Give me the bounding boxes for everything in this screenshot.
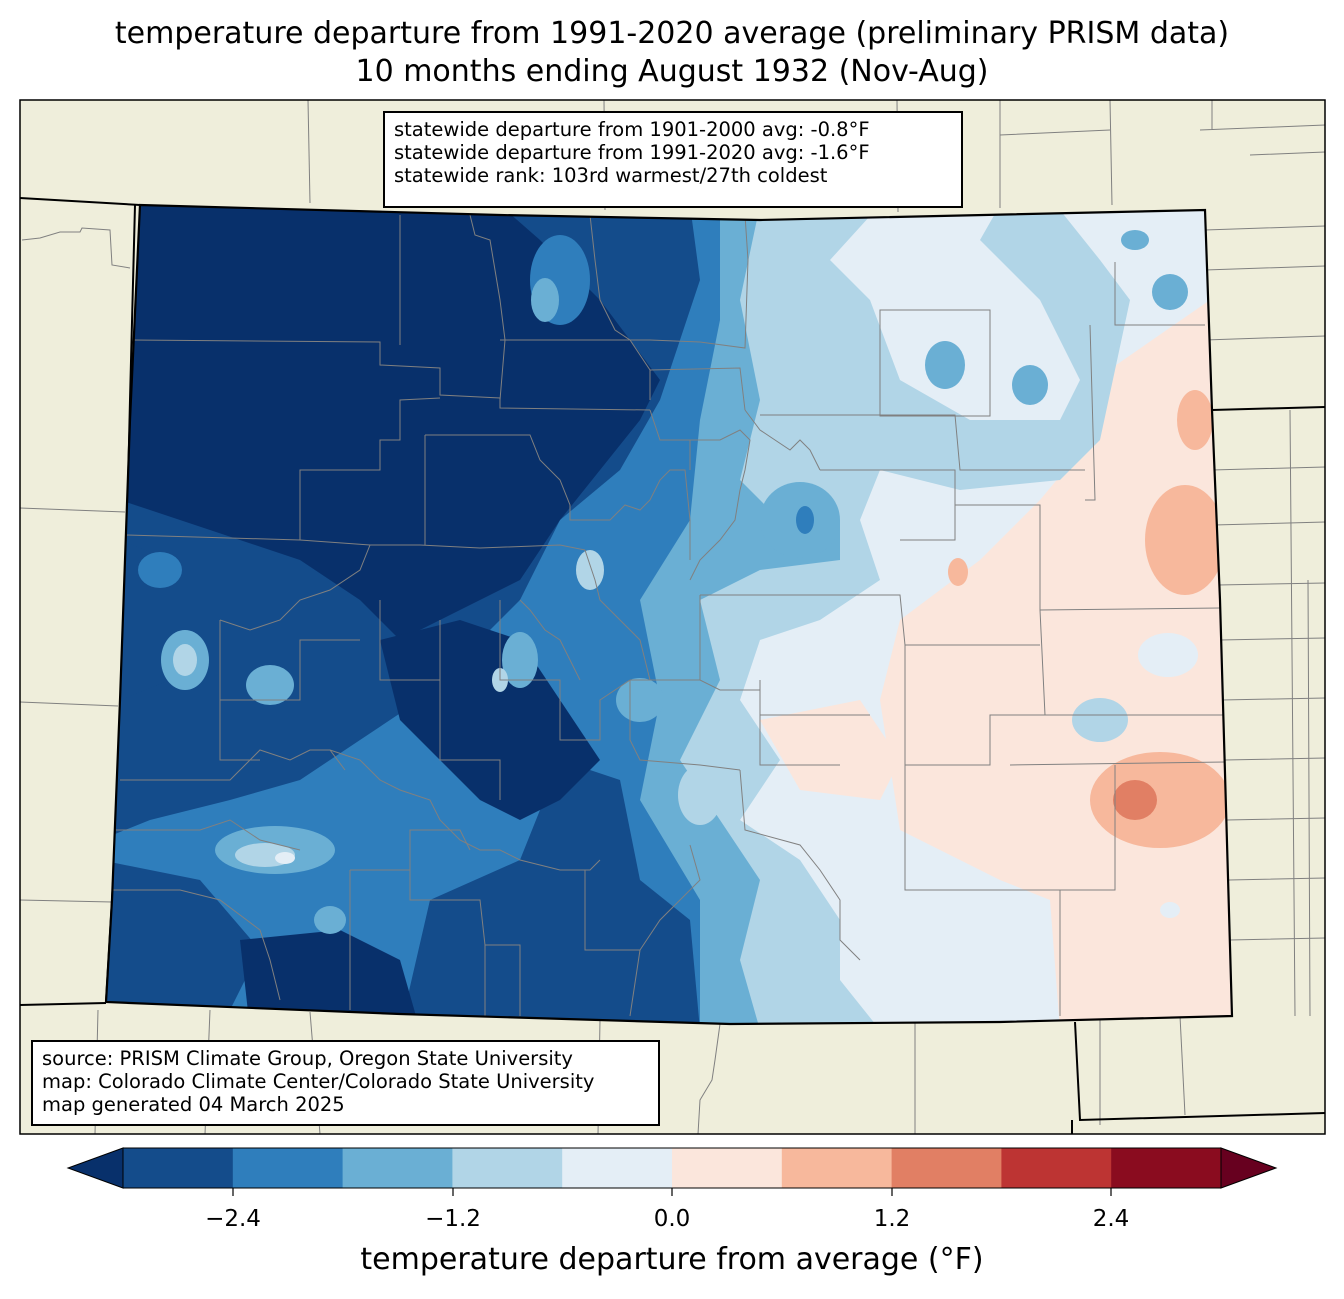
- statewide-stats-box: statewide departure from 1901-2000 avg: …: [383, 111, 963, 208]
- source-map-credit: map: Colorado Climate Center/Colorado St…: [42, 1070, 595, 1093]
- colorbar-segment: [562, 1148, 673, 1188]
- colorbar-tick-label: −2.4: [205, 1206, 261, 1232]
- colorbar: [66, 1147, 1278, 1196]
- stats-rank: statewide rank: 103rd warmest/27th colde…: [394, 164, 828, 187]
- stats-departure-1991-2020: statewide departure from 1991-2020 avg: …: [394, 141, 870, 164]
- colorbar-tick-label: 0.0: [653, 1206, 691, 1232]
- colorado-state-border: [104, 203, 1234, 1026]
- colorbar-segment: [452, 1148, 563, 1188]
- colorbar-segment: [232, 1148, 344, 1188]
- colorbar-segment: [781, 1148, 893, 1188]
- map-subtitle: 10 months ending August 1932 (Nov-Aug): [355, 54, 989, 89]
- map-frame: [19, 99, 1326, 1135]
- colorbar-segment: [891, 1148, 1002, 1188]
- map-title: temperature departure from 1991-2020 ave…: [114, 16, 1230, 51]
- colorbar-segment: [123, 1148, 234, 1188]
- colorbar-tick-label: 2.4: [1092, 1206, 1130, 1232]
- colorbar-label: temperature departure from average (°F): [360, 1242, 984, 1277]
- source-box: source: PRISM Climate Group, Oregon Stat…: [31, 1040, 660, 1126]
- colorado-county-lines: [110, 214, 1226, 1017]
- colorbar-segment: [342, 1148, 453, 1188]
- source-generated-date: map generated 04 March 2025: [42, 1093, 345, 1116]
- colorbar-max-arrow: [1220, 1147, 1278, 1189]
- colorbar-min-arrow: [66, 1147, 124, 1189]
- source-prism: source: PRISM Climate Group, Oregon Stat…: [42, 1047, 573, 1070]
- temperature-contours: [106, 205, 1232, 1024]
- stats-departure-1901-2000: statewide departure from 1901-2000 avg: …: [394, 118, 870, 141]
- colorbar-tick-label: −1.2: [425, 1206, 481, 1232]
- colorbar-segment: [1111, 1148, 1222, 1188]
- colorbar-segment: [1001, 1148, 1112, 1188]
- colorbar-segment: [672, 1148, 783, 1188]
- colorbar-tick-label: 1.2: [873, 1206, 911, 1232]
